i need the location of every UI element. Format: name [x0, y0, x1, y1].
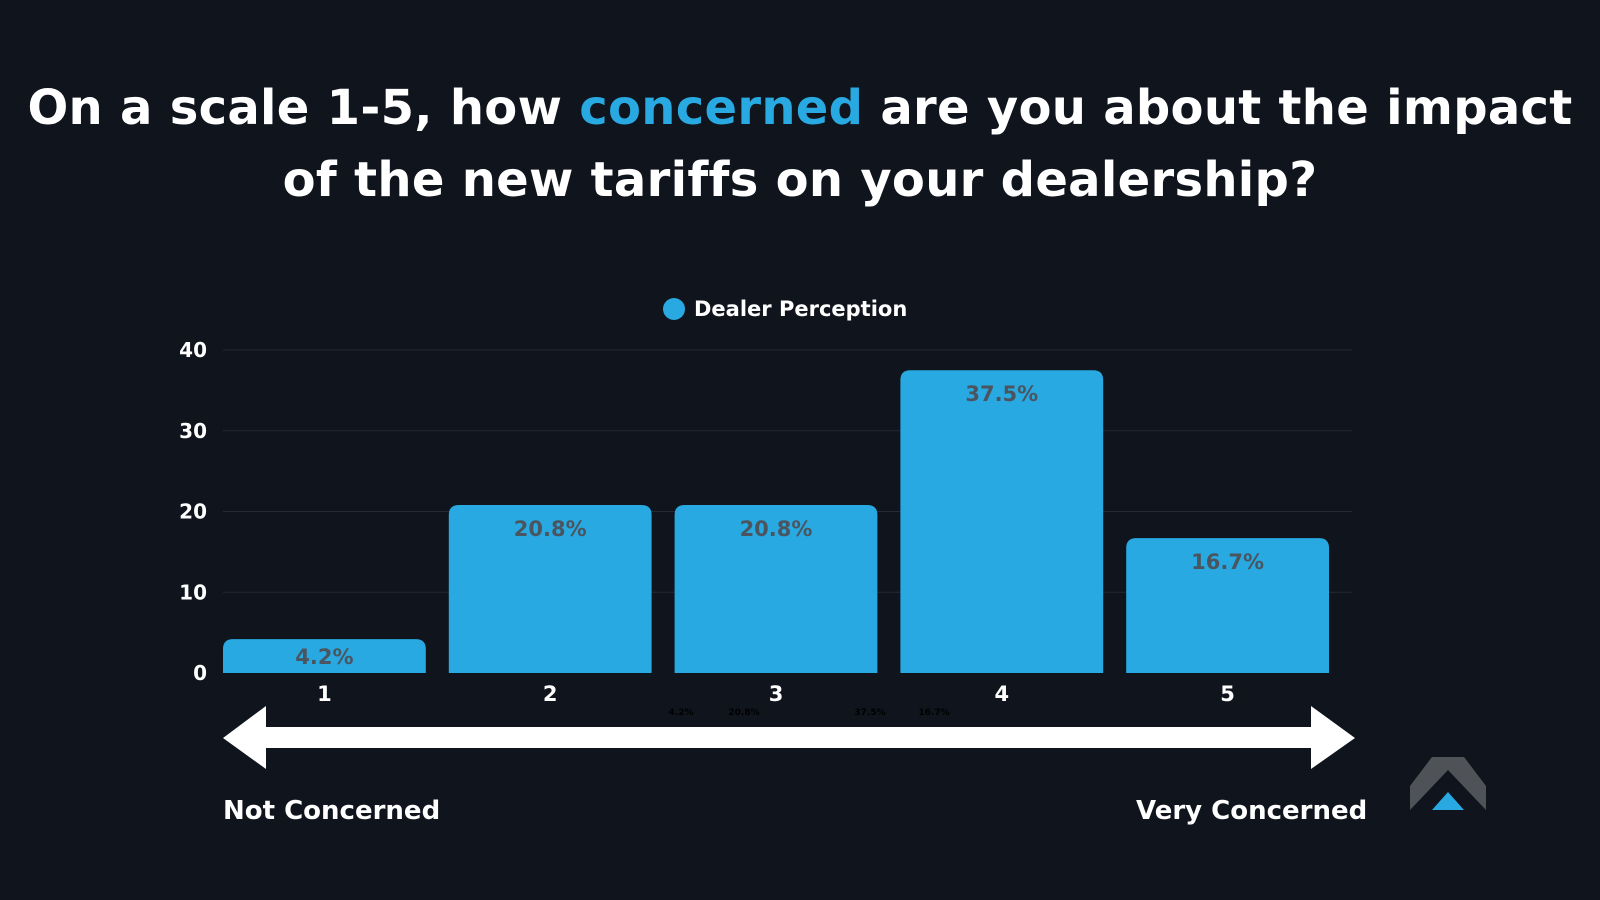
ghost-label: 20.8% [728, 708, 759, 718]
very-concerned-label: Very Concerned [1136, 796, 1368, 826]
y-axis: 0 10 20 30 40 [179, 338, 207, 685]
bar-3 [674, 505, 878, 673]
ghost-label: 37.5% [854, 708, 885, 718]
title-part-1: On a scale 1-5, how [27, 80, 580, 136]
legend-label: Dealer Perception [694, 297, 907, 321]
bar-labels: 4.2% 20.8% 20.8% 37.5% 16.7% [295, 382, 1264, 669]
bar-5 [1126, 538, 1329, 673]
bar-value-label: 4.2% [295, 645, 353, 669]
y-tick-label: 40 [179, 338, 207, 362]
title-highlight: concerned [579, 80, 864, 136]
bar-value-label: 37.5% [965, 382, 1038, 406]
y-tick-label: 0 [193, 661, 207, 685]
bar-4 [900, 370, 1104, 673]
ghost-label: 16.7% [918, 708, 949, 718]
x-tick-label: 5 [1220, 682, 1235, 706]
legend: Dealer Perception [663, 297, 907, 321]
ghost-labels: 4.2% 20.8% 37.5% 16.7% [669, 708, 950, 718]
bar-value-label: 16.7% [1191, 550, 1264, 574]
x-tick-label: 2 [543, 682, 558, 706]
title-part-2: are you about the impact of the new tari… [282, 80, 1573, 208]
mountain-logo-icon [1410, 757, 1486, 810]
bars [223, 370, 1329, 673]
not-concerned-label: Not Concerned [223, 796, 441, 826]
y-tick-label: 10 [179, 580, 207, 604]
x-tick-label: 3 [769, 682, 784, 706]
x-tick-label: 4 [994, 682, 1009, 706]
x-tick-label: 1 [317, 682, 332, 706]
page-title: On a scale 1-5, how concerned are you ab… [0, 72, 1600, 216]
bar-value-label: 20.8% [740, 517, 813, 541]
bar-2 [448, 505, 652, 673]
bar-1 [223, 639, 426, 673]
y-tick-label: 20 [179, 500, 207, 524]
scale-arrow [223, 706, 1355, 769]
x-axis: 1 2 3 4 5 [317, 682, 1235, 706]
ghost-label: 4.2% [669, 708, 694, 718]
bar-value-label: 20.8% [514, 517, 587, 541]
y-tick-label: 30 [179, 419, 207, 443]
legend-swatch [663, 298, 685, 320]
